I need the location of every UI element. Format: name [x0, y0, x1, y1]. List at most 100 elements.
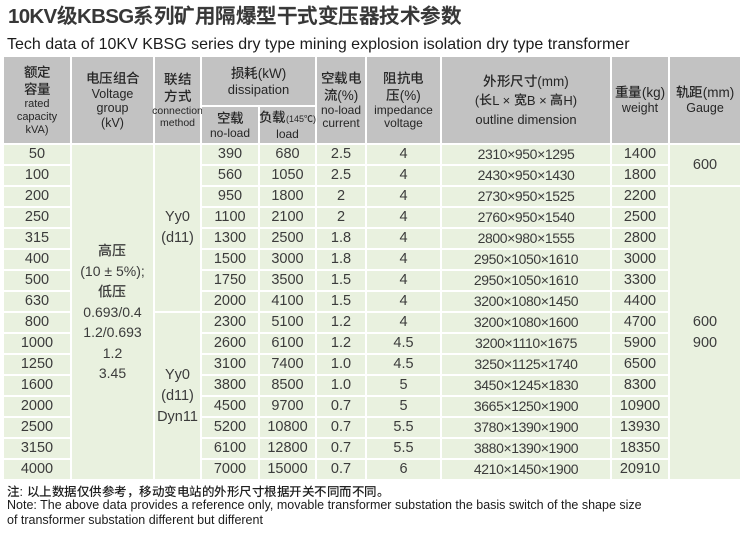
note-zh: :: [7, 485, 389, 499]
cell-capacity: 4000: [4, 460, 70, 479]
header-outline-dimension-zh2: (L × B × H): [474, 92, 578, 108]
cell-capacity: 2000: [4, 397, 70, 416]
cell-weight: 2500: [612, 208, 668, 227]
cell-loss-noload: 1750: [202, 271, 258, 290]
cell-loss-load: 3500: [260, 271, 315, 290]
cell-loss-load: 1050: [260, 166, 315, 185]
cell-weight: 20910: [612, 460, 668, 479]
cell-impedance: 4: [367, 250, 440, 269]
cell-loss-load: 10800: [260, 418, 315, 437]
cell-impedance: 4: [367, 271, 440, 290]
header-outline-dimension: (mm) (L × B × H) outline dimension: [442, 57, 610, 143]
header-dissipation-zh: (kW): [231, 65, 286, 82]
cell-loss-noload: 3100: [202, 355, 258, 374]
cell-capacity: 500: [4, 271, 70, 290]
header-gauge-zh: (mm): [676, 84, 734, 101]
cell-noload-current: 0.7: [317, 460, 365, 479]
cell-loss-load: 12800: [260, 439, 315, 458]
cell-impedance: 4: [367, 166, 440, 185]
cell-impedance: 4: [367, 292, 440, 311]
cell-loss-load: 4100: [260, 292, 315, 311]
header-noload-loss: no-load: [202, 107, 258, 143]
cell-noload-current: 1.2: [317, 334, 365, 353]
cell-dimension: 3780×1390×1900: [442, 418, 610, 437]
cell-noload-current: 2.5: [317, 145, 365, 164]
cell-capacity: 2500: [4, 418, 70, 437]
cell-noload-current: 1.2: [317, 313, 365, 332]
header-weight-en: weight: [621, 101, 659, 115]
cell-capacity: 200: [4, 187, 70, 206]
cell-noload-current: 2: [317, 187, 365, 206]
cell-noload-current: 1.8: [317, 250, 365, 269]
header-dissipation: (kW) dissipation: [202, 57, 315, 105]
cell-weight: 2800: [612, 229, 668, 248]
cell-noload-current: 0.7: [317, 439, 365, 458]
spec-table: rated capacity kVA) Voltage group (kV) c…: [4, 57, 740, 479]
cell-dimension: 3200×1080×1600: [442, 313, 610, 332]
cell-dimension: 2430×950×1430: [442, 166, 610, 185]
cell-connection-top: Yy0 (d11): [155, 145, 200, 311]
cell-dimension: 3200×1110×1675: [442, 334, 610, 353]
cell-weight: 4400: [612, 292, 668, 311]
cell-noload-current: 1.0: [317, 376, 365, 395]
cell-loss-noload: 560: [202, 166, 258, 185]
header-impedance-voltage-zh: (%): [383, 70, 424, 104]
header-rated-capacity-en: rated capacity kVA): [16, 97, 58, 136]
header-noload-current: (%) no-load current: [317, 57, 365, 143]
cell-weight: 3300: [612, 271, 668, 290]
cell-impedance: 4: [367, 313, 440, 332]
cell-loss-load: 9700: [260, 397, 315, 416]
note-en: Note: The above data provides a referenc…: [7, 498, 642, 527]
header-load-loss-zh: (145): [259, 109, 316, 128]
cell-dimension: 3665×1250×1900: [442, 397, 610, 416]
cell-noload-current: 1.8: [317, 229, 365, 248]
cell-loss-load: 2500: [260, 229, 315, 248]
header-voltage-group: Voltage group (kV): [72, 57, 153, 143]
cell-capacity: 315: [4, 229, 70, 248]
cell-capacity: 100: [4, 166, 70, 185]
header-noload-current-zh: (%): [321, 70, 362, 104]
cell-weight: 18350: [612, 439, 668, 458]
cell-impedance: 5: [367, 376, 440, 395]
header-voltage-group-zh: [86, 70, 140, 87]
cell-dimension: 3250×1125×1740: [442, 355, 610, 374]
cell-dimension: 2760×950×1540: [442, 208, 610, 227]
cell-weight: 4700: [612, 313, 668, 332]
cell-impedance: 5.5: [367, 439, 440, 458]
cell-loss-noload: 1100: [202, 208, 258, 227]
header-noload-loss-en: no-load: [209, 125, 251, 140]
cell-impedance: 4: [367, 187, 440, 206]
cell-weight: 10900: [612, 397, 668, 416]
cell-weight: 5900: [612, 334, 668, 353]
cell-loss-noload: 3800: [202, 376, 258, 395]
cell-noload-current: 1.0: [317, 355, 365, 374]
header-outline-dimension-en: outline dimension: [475, 111, 577, 127]
cell-impedance: 4: [367, 145, 440, 164]
header-gauge: (mm) Gauge: [670, 57, 740, 143]
header-noload-current-en: no-load current: [320, 102, 362, 130]
cell-capacity: 630: [4, 292, 70, 311]
cell-weight: 2200: [612, 187, 668, 206]
cell-capacity: 1000: [4, 334, 70, 353]
cell-loss-load: 15000: [260, 460, 315, 479]
cell-noload-current: 1.5: [317, 271, 365, 290]
cell-loss-load: 2100: [260, 208, 315, 227]
cell-impedance: 4.5: [367, 334, 440, 353]
cell-gauge-top: 600: [670, 145, 740, 185]
header-voltage-group-en: Voltage group (kV): [91, 86, 134, 130]
cell-loss-noload: 390: [202, 145, 258, 164]
cell-impedance: 6: [367, 460, 440, 479]
cell-loss-load: 680: [260, 145, 315, 164]
cell-loss-noload: 5200: [202, 418, 258, 437]
cell-impedance: 5.5: [367, 418, 440, 437]
header-connection-method-zh: [164, 71, 191, 105]
header-weight-zh: (kg): [615, 84, 665, 101]
cell-impedance: 4.5: [367, 355, 440, 374]
cell-impedance: 5: [367, 397, 440, 416]
cell-noload-current: 0.7: [317, 418, 365, 437]
cell-loss-noload: 7000: [202, 460, 258, 479]
cell-capacity: 1250: [4, 355, 70, 374]
cell-weight: 3000: [612, 250, 668, 269]
cell-weight: 1400: [612, 145, 668, 164]
cell-weight: 1800: [612, 166, 668, 185]
